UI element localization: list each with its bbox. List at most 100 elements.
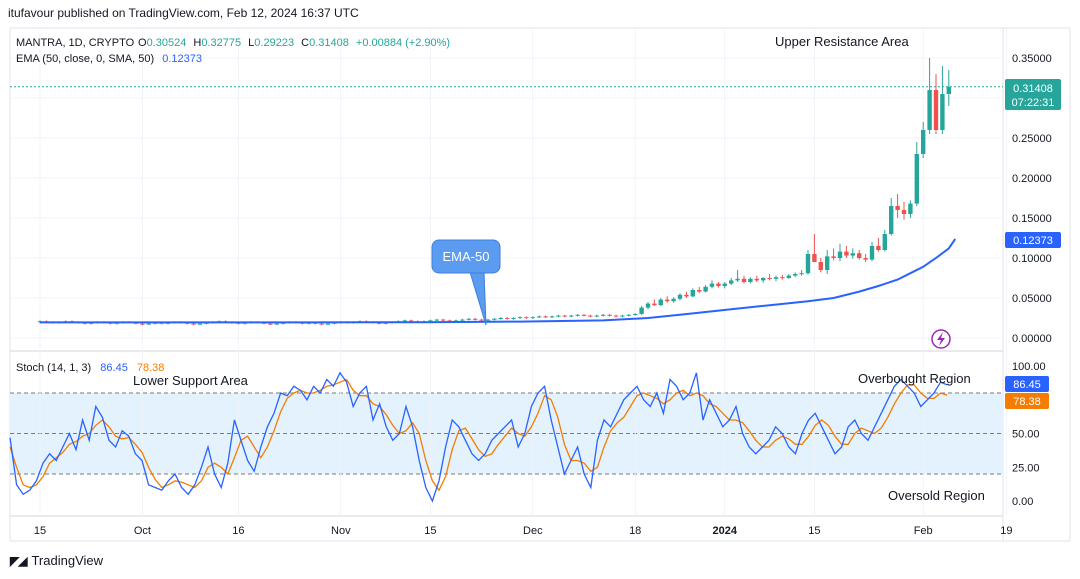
candle-body <box>319 323 324 325</box>
candle-body <box>697 290 702 292</box>
candle-body <box>466 318 471 320</box>
svg-text:0.31408: 0.31408 <box>1013 83 1053 95</box>
stoch-d-badge: 78.38 <box>1005 393 1049 409</box>
candle-body <box>761 278 766 281</box>
candle-body <box>799 273 804 275</box>
candle-body <box>562 315 567 317</box>
candle-body <box>620 315 625 317</box>
time-tick-label: Nov <box>331 525 351 537</box>
candle-body <box>537 316 542 318</box>
candle-body <box>927 90 932 130</box>
candle-body <box>441 319 446 321</box>
price-tick-label: 0.25000 <box>1012 133 1052 145</box>
time-tick-label: 15 <box>424 525 436 537</box>
candle-body <box>325 323 331 325</box>
annotation-lower-support: Lower Support Area <box>133 373 249 388</box>
last-price-badge: 0.31408 07:22:31 <box>1005 79 1061 110</box>
candle-body <box>850 253 855 256</box>
candle-body <box>146 323 151 325</box>
candle-body <box>889 206 894 234</box>
candle-body <box>460 319 465 321</box>
stoch-tick-label: 50.00 <box>1012 429 1040 441</box>
lightning-icon[interactable] <box>931 329 951 349</box>
candle-body <box>658 299 663 306</box>
candle-body <box>511 318 516 319</box>
candle-body <box>377 322 382 324</box>
candle-body <box>479 319 484 321</box>
candle-body <box>754 278 759 281</box>
stoch-tick-label: 100.00 <box>1012 361 1046 373</box>
candle-body <box>492 318 497 320</box>
time-tick-label: Oct <box>134 525 151 537</box>
candle-body <box>383 322 388 324</box>
svg-text:07:22:31: 07:22:31 <box>1012 97 1055 109</box>
price-tick-label: 0.10000 <box>1012 253 1052 265</box>
time-axis: 15 Oct 16 Nov 15 Dec 18 2024 15 Feb 19 <box>34 28 1013 537</box>
candle-body <box>716 283 721 286</box>
annotation-upper-resistance: Upper Resistance Area <box>775 34 909 49</box>
legend-stoch: Stoch (14, 1, 3) 86.45 78.38 <box>16 362 164 374</box>
candle-body <box>402 320 407 322</box>
candle-body <box>274 323 279 325</box>
price-tick-label: 0.15000 <box>1012 213 1052 225</box>
candle-body <box>633 314 638 315</box>
candle-body <box>197 323 203 325</box>
tradingview-brand[interactable]: ◤◢ TradingView <box>10 553 103 568</box>
candle-body <box>818 262 823 270</box>
candle-body <box>556 315 561 317</box>
candle-body <box>703 286 708 292</box>
candle-body <box>485 319 491 321</box>
candle-body <box>882 234 887 250</box>
candle-body <box>447 320 452 322</box>
stoch-tick-label: 25.00 <box>1012 462 1040 474</box>
candle-body <box>812 254 817 262</box>
candle-body <box>895 206 900 210</box>
candle-body <box>191 323 196 325</box>
candle-body <box>786 275 791 278</box>
candle-body <box>921 130 926 154</box>
candle-body <box>665 299 670 302</box>
annotation-overbought: Overbought Region <box>858 371 971 386</box>
candle-body <box>735 278 740 281</box>
ema-price-badge: 0.12373 <box>1005 232 1061 248</box>
candle-body <box>581 314 587 316</box>
candle-body <box>601 314 606 316</box>
candle-body <box>844 251 849 256</box>
time-tick-label: Feb <box>914 525 933 537</box>
candle-body <box>729 280 734 284</box>
ema-line <box>40 238 957 324</box>
candle-body <box>613 315 619 317</box>
candle-body <box>773 277 779 279</box>
candle-body <box>626 314 631 316</box>
candle-body <box>876 246 881 250</box>
candle-body <box>428 320 433 322</box>
candle-body <box>140 323 145 325</box>
candle-body <box>831 256 836 258</box>
candle-body <box>409 320 414 322</box>
svg-text:0.12373: 0.12373 <box>1013 235 1053 247</box>
ema-callout[interactable]: EMA-50 <box>431 239 501 326</box>
candle-body <box>473 318 478 320</box>
candle-body <box>549 316 555 318</box>
annotation-oversold: Oversold Region <box>888 488 985 503</box>
time-tick-label: Dec <box>523 525 543 537</box>
stoch-k-line <box>9 371 948 503</box>
brand-label: TradingView <box>31 553 104 568</box>
candle-body <box>498 318 503 319</box>
candle-body <box>639 307 644 314</box>
candle-body <box>607 314 612 316</box>
candle-body <box>908 203 913 214</box>
candle-body <box>946 86 951 94</box>
candle-body <box>594 315 599 317</box>
candle-body <box>741 278 747 282</box>
candle-body <box>569 315 574 317</box>
stoch-d-line <box>9 378 948 492</box>
candle-body <box>453 320 459 322</box>
time-tick-label: 18 <box>629 525 641 537</box>
stoch-k-badge: 86.45 <box>1005 376 1049 392</box>
candle-body <box>748 278 753 282</box>
candle-body <box>805 254 811 274</box>
candle-body <box>780 277 785 279</box>
candle-body <box>645 303 651 308</box>
